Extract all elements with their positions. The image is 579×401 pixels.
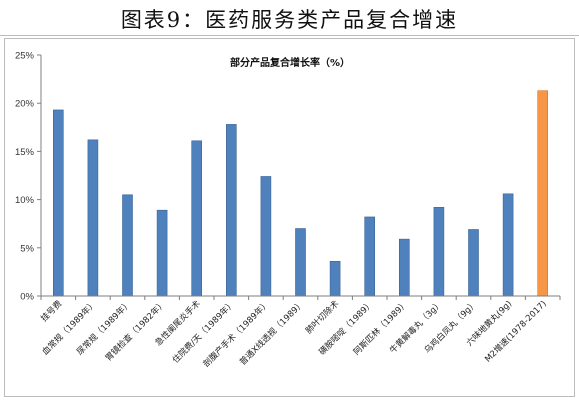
bar	[295, 228, 306, 297]
x-tick-label: 剖腹产手术（1989年）	[201, 298, 272, 369]
y-tick-label: 25%	[15, 51, 35, 62]
bar-m2-growth	[537, 90, 549, 297]
figure-title: 图表9：医药服务类产品复合增速	[120, 8, 459, 32]
bar	[226, 124, 237, 297]
y-tick-label: 10%	[15, 195, 35, 206]
bar	[87, 139, 99, 297]
y-tick-label: 0%	[20, 292, 34, 303]
bar	[468, 229, 479, 297]
bar	[260, 176, 272, 297]
x-tick-label: 挂号费	[39, 298, 65, 324]
bar	[433, 207, 445, 297]
x-axis: 挂号费血常规（1989年）尿常规（1989年）胃镜检查（1982年）急性阑尾炎手…	[39, 295, 561, 370]
x-tick-label: 住院费/天（1989年）	[170, 298, 237, 365]
y-tick-label: 20%	[15, 99, 35, 110]
bar	[52, 109, 64, 297]
x-tick-label: 普通X线透视（1989）	[237, 298, 306, 367]
bars	[52, 90, 549, 297]
x-tick-label: 肺叶切除术	[303, 298, 341, 336]
chart-frame	[4, 38, 575, 397]
y-tick-label: 5%	[20, 243, 34, 254]
chart-title: 部分产品复合增长率（%）	[230, 56, 350, 69]
y-axis: 0% 5% 10% 15% 20% 25%	[15, 51, 42, 303]
x-tick-label: 胃镜检查（1982年）	[103, 298, 168, 363]
bar	[191, 140, 202, 297]
bar	[329, 260, 341, 297]
bar	[364, 216, 376, 297]
x-tick-label: M2增速(1978-2017)	[483, 298, 549, 364]
y-tick-label: 15%	[15, 147, 35, 158]
bar	[398, 238, 410, 297]
bar	[156, 209, 168, 297]
bar	[502, 193, 514, 297]
bar	[122, 194, 133, 297]
title-divider	[0, 35, 579, 36]
